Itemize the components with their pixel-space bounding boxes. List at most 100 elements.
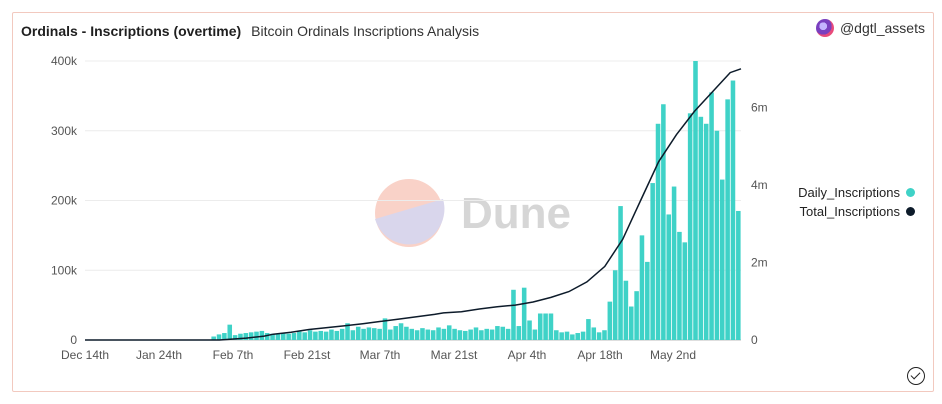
x-tick-label: Apr 4th xyxy=(508,348,547,362)
bar xyxy=(430,330,436,340)
bar xyxy=(280,333,286,340)
bar xyxy=(698,116,704,340)
bar xyxy=(216,334,222,340)
bar xyxy=(398,323,404,340)
chart-card: Ordinals - Inscriptions (overtime) Bitco… xyxy=(12,12,934,392)
bar xyxy=(612,270,618,340)
chart-svg: Dune 0 100k 200k 300k 400k 0 2m 4m 6m Dec 14th J… xyxy=(51,54,768,362)
bar xyxy=(222,333,227,340)
bar xyxy=(297,331,302,340)
bar xyxy=(291,333,297,340)
bar xyxy=(355,326,361,340)
bar xyxy=(516,326,522,340)
total-inscriptions-line xyxy=(85,68,742,341)
bar xyxy=(575,333,580,340)
bar xyxy=(318,330,324,340)
bar xyxy=(479,330,484,340)
bar xyxy=(543,313,548,340)
bar xyxy=(719,179,725,340)
chart-subtitle: Bitcoin Ordinals Inscriptions Analysis xyxy=(251,23,480,39)
bar xyxy=(339,328,345,340)
user-badge[interactable]: @dgtl_assets xyxy=(815,19,925,37)
dune-watermark: Dune xyxy=(375,179,571,247)
bar xyxy=(645,261,650,340)
bar xyxy=(554,330,559,340)
bar xyxy=(302,332,307,340)
bar xyxy=(511,289,516,340)
bar xyxy=(307,330,313,340)
bar xyxy=(377,328,382,340)
bar xyxy=(446,325,452,340)
x-tick-label: Feb 21st xyxy=(284,348,331,362)
bar xyxy=(238,333,243,340)
bar xyxy=(677,231,682,340)
bar xyxy=(366,327,372,340)
bar xyxy=(484,328,489,340)
bar xyxy=(334,330,340,340)
bar xyxy=(671,186,677,340)
daily-inscriptions-bars xyxy=(211,61,741,341)
right-axis-ticks: 0 2m 4m 6m xyxy=(751,101,768,348)
bar xyxy=(521,287,527,340)
bar xyxy=(388,329,393,340)
bar xyxy=(591,327,597,340)
bar xyxy=(404,326,409,340)
bar xyxy=(537,313,543,340)
bar xyxy=(628,306,634,340)
bar xyxy=(736,210,741,340)
x-tick-label: Apr 18th xyxy=(577,348,622,362)
bar xyxy=(393,326,398,340)
bar xyxy=(436,327,441,340)
bar xyxy=(468,329,473,340)
bar xyxy=(559,332,564,340)
bar xyxy=(607,301,613,340)
legend-label-total: Total_Inscriptions xyxy=(799,204,900,219)
bar xyxy=(452,328,457,340)
bar xyxy=(414,330,420,340)
chart-header: Ordinals - Inscriptions (overtime) Bitco… xyxy=(21,21,479,41)
bar xyxy=(634,291,639,340)
bar xyxy=(527,320,532,340)
bar xyxy=(602,330,607,340)
bar xyxy=(623,280,629,340)
x-tick-label: Feb 7th xyxy=(213,348,254,362)
bar xyxy=(586,319,591,340)
bar xyxy=(730,80,736,340)
legend-item-total[interactable]: Total_Inscriptions xyxy=(798,202,915,221)
bar xyxy=(655,123,661,341)
watermark-circle-lower xyxy=(375,199,445,245)
y-right-tick-label: 4m xyxy=(751,178,768,192)
y-left-tick-label: 0 xyxy=(70,333,77,347)
y-right-tick-label: 6m xyxy=(751,101,768,115)
bar xyxy=(714,130,720,340)
user-handle: @dgtl_assets xyxy=(839,20,925,36)
bar xyxy=(666,214,672,340)
check-circle-icon[interactable] xyxy=(907,367,925,385)
bar xyxy=(709,92,714,340)
bar xyxy=(532,329,538,340)
bar xyxy=(313,331,318,340)
x-tick-label: May 2nd xyxy=(650,348,696,362)
bar xyxy=(248,332,254,340)
x-tick-label: Dec 14th xyxy=(61,348,109,362)
bar xyxy=(687,113,693,340)
y-left-tick-label: 400k xyxy=(51,54,78,68)
bar xyxy=(725,99,730,340)
bar xyxy=(275,333,281,340)
legend: Daily_Inscriptions Total_Inscriptions xyxy=(798,183,915,221)
bar xyxy=(409,328,415,340)
bar xyxy=(329,329,334,340)
y-left-tick-label: 300k xyxy=(51,124,78,138)
x-tick-label: Mar 7th xyxy=(360,348,401,362)
bar xyxy=(270,333,275,340)
bar xyxy=(425,329,431,340)
bar xyxy=(661,104,666,341)
legend-item-daily[interactable]: Daily_Inscriptions xyxy=(798,183,915,202)
avatar xyxy=(815,19,834,37)
bar xyxy=(286,333,291,340)
bar xyxy=(682,242,688,340)
bar xyxy=(243,333,249,340)
y-right-tick-label: 2m xyxy=(751,256,768,270)
bar xyxy=(227,324,233,340)
bar xyxy=(473,327,479,340)
